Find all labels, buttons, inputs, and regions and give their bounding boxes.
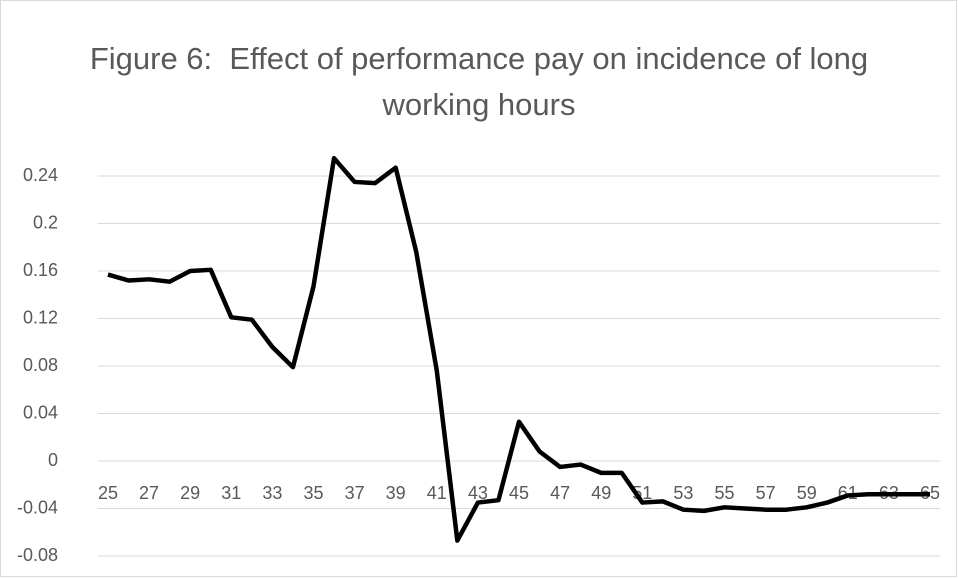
y-tick-label: -0.08 [17, 545, 58, 565]
y-tick-label: -0.04 [17, 497, 58, 517]
x-tick-label: 55 [714, 483, 734, 503]
y-tick-label: 0.12 [23, 307, 58, 327]
y-tick-label: 0.16 [23, 260, 58, 280]
x-tick-label: 29 [180, 483, 200, 503]
y-tick-label: 0.04 [23, 402, 58, 422]
y-tick-label: 0.24 [23, 165, 58, 185]
y-tick-label: 0 [48, 450, 58, 470]
x-tick-label: 31 [221, 483, 241, 503]
x-tick-label: 45 [509, 483, 529, 503]
x-tick-label: 25 [98, 483, 118, 503]
chart-title: Figure 6: Effect of performance pay on i… [89, 41, 877, 122]
x-tick-label: 59 [797, 483, 817, 503]
x-tick-label: 49 [591, 483, 611, 503]
x-tick-label: 35 [303, 483, 323, 503]
x-tick-label: 53 [673, 483, 693, 503]
y-tick-label: 0.08 [23, 355, 58, 375]
y-tick-label: 0.2 [33, 212, 58, 232]
x-tick-label: 39 [386, 483, 406, 503]
x-tick-label: 41 [427, 483, 447, 503]
x-tick-label: 27 [139, 483, 159, 503]
x-tick-label: 33 [262, 483, 282, 503]
x-tick-label: 37 [345, 483, 365, 503]
title-box: Figure 6: Effect of performance pay on i… [0, 36, 958, 128]
x-tick-label: 47 [550, 483, 570, 503]
x-tick-label: 43 [468, 483, 488, 503]
x-tick-label: 57 [756, 483, 776, 503]
data-line [107, 155, 931, 543]
